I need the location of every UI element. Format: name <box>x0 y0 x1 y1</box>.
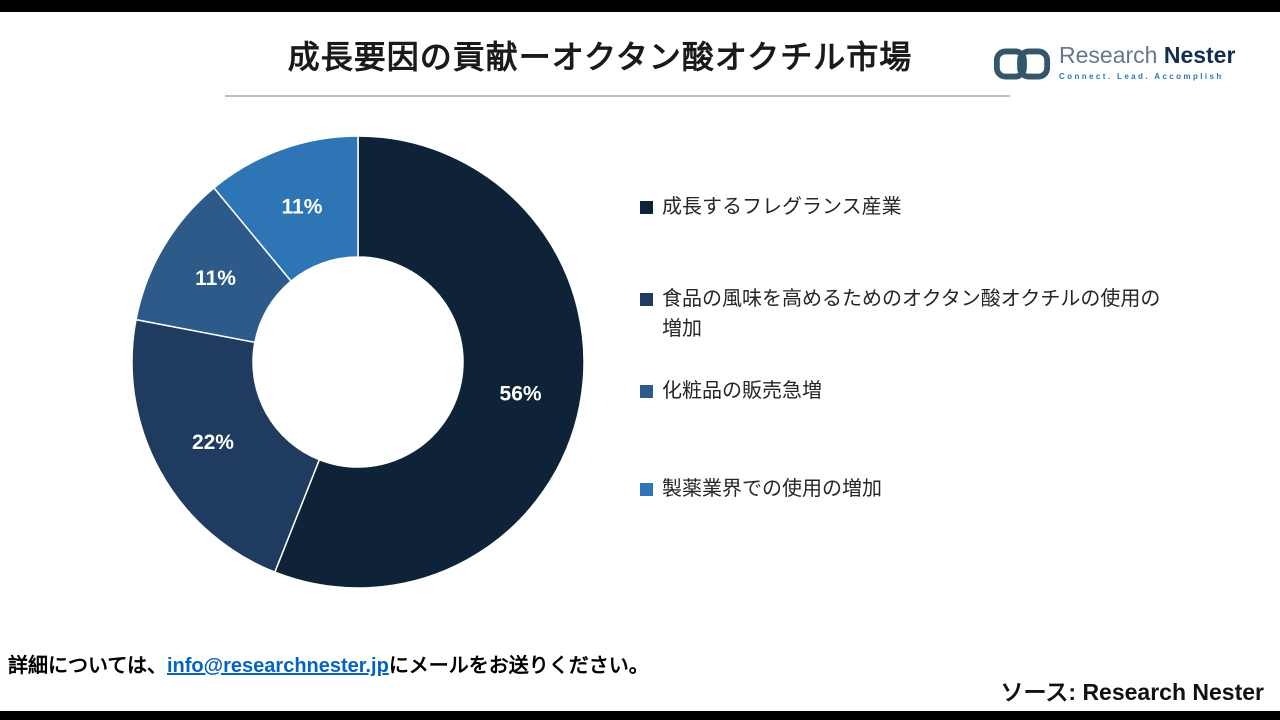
donut-chart: 56% 22% 11% 11% <box>131 135 585 589</box>
page-title: 成長要因の貢献ーオクタン酸オクチル市場 <box>287 39 913 75</box>
legend-label: 食品の風味を高めるためのオクタン酸オクチルの使用の増加 <box>662 288 1161 340</box>
legend-label: 成長するフレグランス産業 <box>662 196 902 218</box>
legend-item: 成長するフレグランス産業 <box>640 192 1185 222</box>
pie-slice <box>131 318 321 574</box>
legend-label: 製薬業界での使用の増加 <box>662 478 882 500</box>
logo-brand-name: Research Nester <box>1059 42 1235 68</box>
logo-tagline: Connect. Lead. Accomplish <box>1059 72 1224 81</box>
top-border-bar <box>0 0 1280 12</box>
legend-marker <box>640 293 653 306</box>
pie-slice <box>212 135 359 283</box>
contact-note: 詳細については、info@researchnester.jpにメールをお送りくだ… <box>8 649 649 678</box>
legend-item: 化粧品の販売急増 <box>640 376 1185 406</box>
research-nester-logo: Research Nester Connect. Lead. Accomplis… <box>993 42 1235 91</box>
legend-label: 化粧品の販売急増 <box>662 380 822 402</box>
email-link[interactable]: info@researchnester.jp <box>167 655 389 677</box>
chain-links-icon <box>993 42 1051 91</box>
bottom-border-bar <box>0 711 1280 720</box>
pie-slice-label: 11% <box>282 196 323 219</box>
contact-note-prefix: 詳細については、 <box>8 655 167 677</box>
legend-item: 製薬業界での使用の増加 <box>640 474 1185 504</box>
legend-marker <box>640 483 653 496</box>
pie-slice <box>273 135 585 589</box>
pie-slice-label: 56% <box>500 382 542 405</box>
pie-slice-label: 22% <box>192 431 234 454</box>
logo-brand-first: Research <box>1059 42 1158 68</box>
contact-note-suffix: にメールをお送りください。 <box>388 655 649 677</box>
source-attribution: ソース: Research Nester <box>1000 679 1264 705</box>
pie-slice-label: 11% <box>195 267 236 290</box>
legend-marker <box>640 385 653 398</box>
logo-text: Research Nester Connect. Lead. Accomplis… <box>1059 42 1235 81</box>
legend-marker <box>640 201 653 214</box>
logo-brand-second: Nester <box>1157 42 1236 68</box>
legend-item: 食品の風味を高めるためのオクタン酸オクチルの使用の増加 <box>640 284 1185 344</box>
title-divider <box>225 95 1010 97</box>
